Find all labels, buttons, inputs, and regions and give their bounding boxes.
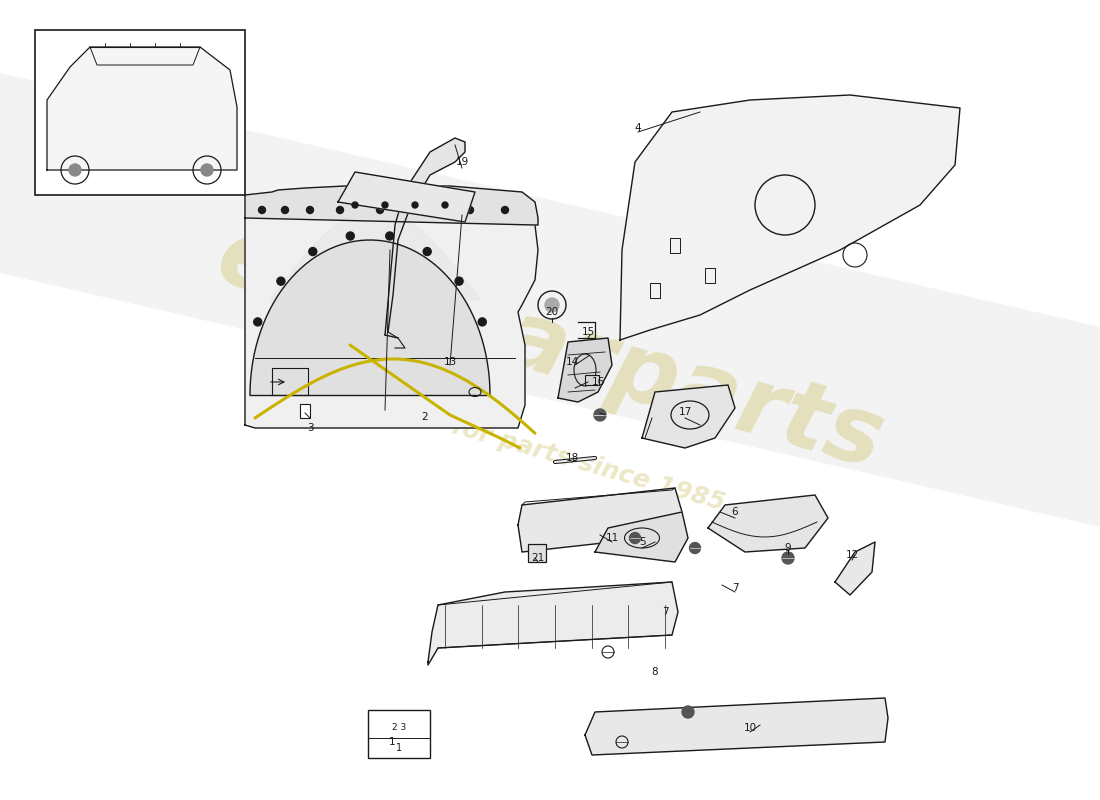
Circle shape bbox=[466, 206, 473, 214]
Polygon shape bbox=[385, 138, 465, 335]
Circle shape bbox=[69, 164, 81, 176]
Circle shape bbox=[782, 552, 794, 564]
Circle shape bbox=[277, 277, 285, 285]
Polygon shape bbox=[338, 172, 475, 222]
Polygon shape bbox=[595, 512, 688, 562]
Text: 13: 13 bbox=[443, 357, 456, 367]
Text: 6: 6 bbox=[732, 507, 738, 517]
Circle shape bbox=[386, 232, 394, 240]
Text: 12: 12 bbox=[846, 550, 859, 560]
Bar bbox=[35, 30, 245, 195]
Text: 19: 19 bbox=[455, 157, 469, 167]
Circle shape bbox=[382, 202, 388, 208]
Polygon shape bbox=[518, 488, 682, 552]
Polygon shape bbox=[708, 495, 828, 552]
Polygon shape bbox=[270, 210, 480, 300]
Circle shape bbox=[346, 232, 354, 240]
Circle shape bbox=[417, 206, 424, 214]
Bar bbox=[300, 404, 310, 418]
Circle shape bbox=[594, 409, 606, 421]
Bar bbox=[585, 375, 600, 385]
Text: 4: 4 bbox=[635, 123, 641, 133]
Text: 5: 5 bbox=[639, 537, 646, 547]
Circle shape bbox=[337, 206, 343, 214]
Text: 20: 20 bbox=[546, 307, 559, 317]
Polygon shape bbox=[620, 95, 960, 340]
Circle shape bbox=[376, 206, 384, 214]
Polygon shape bbox=[835, 542, 874, 595]
Text: 2: 2 bbox=[421, 412, 428, 422]
Circle shape bbox=[254, 318, 262, 326]
Text: 3: 3 bbox=[307, 423, 314, 433]
Polygon shape bbox=[558, 338, 612, 402]
Text: a passion for parts since 1985: a passion for parts since 1985 bbox=[312, 375, 728, 515]
Circle shape bbox=[309, 247, 317, 255]
Text: 7: 7 bbox=[662, 607, 669, 617]
Text: 8: 8 bbox=[651, 667, 658, 677]
Polygon shape bbox=[245, 205, 538, 428]
Text: 17: 17 bbox=[679, 407, 692, 417]
Text: eurocarparts: eurocarparts bbox=[207, 211, 893, 489]
Polygon shape bbox=[250, 240, 490, 395]
Circle shape bbox=[455, 277, 463, 285]
Text: 21: 21 bbox=[531, 553, 544, 563]
Circle shape bbox=[478, 318, 486, 326]
Text: 18: 18 bbox=[565, 453, 579, 463]
Polygon shape bbox=[428, 582, 678, 665]
Text: 14: 14 bbox=[565, 357, 579, 367]
Circle shape bbox=[424, 247, 431, 255]
Text: 15: 15 bbox=[582, 327, 595, 337]
Polygon shape bbox=[0, 50, 1100, 550]
Circle shape bbox=[544, 298, 559, 312]
Bar bbox=[528, 544, 546, 562]
FancyBboxPatch shape bbox=[368, 710, 430, 758]
Circle shape bbox=[682, 706, 694, 718]
Text: 1: 1 bbox=[388, 737, 395, 747]
Bar bbox=[705, 268, 715, 283]
Polygon shape bbox=[585, 698, 888, 755]
Text: 9: 9 bbox=[784, 543, 791, 553]
Circle shape bbox=[282, 206, 288, 214]
Circle shape bbox=[690, 542, 701, 554]
Circle shape bbox=[307, 206, 314, 214]
Circle shape bbox=[412, 202, 418, 208]
Polygon shape bbox=[642, 385, 735, 448]
Polygon shape bbox=[245, 186, 538, 225]
Circle shape bbox=[258, 206, 265, 214]
Bar bbox=[670, 238, 680, 253]
Circle shape bbox=[352, 202, 358, 208]
Text: 16: 16 bbox=[592, 377, 605, 387]
Polygon shape bbox=[47, 47, 236, 170]
Text: 1: 1 bbox=[396, 743, 403, 753]
Circle shape bbox=[629, 533, 640, 543]
Text: 2 3: 2 3 bbox=[392, 723, 406, 733]
Text: 11: 11 bbox=[605, 533, 618, 543]
Circle shape bbox=[442, 202, 448, 208]
Circle shape bbox=[502, 206, 508, 214]
Bar bbox=[650, 283, 660, 298]
Circle shape bbox=[201, 164, 213, 176]
Text: 7: 7 bbox=[732, 583, 738, 593]
Text: 10: 10 bbox=[744, 723, 757, 733]
